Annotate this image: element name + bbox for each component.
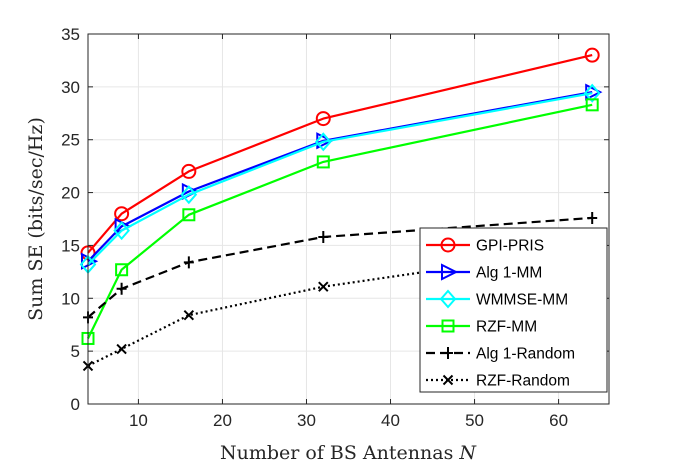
x-tick-label-60: 60 <box>549 411 568 430</box>
series-line-rzf-mm <box>87 103 593 339</box>
data-point-gpi-pris-8 <box>114 206 130 222</box>
data-point-wmmse-mm-32 <box>314 132 332 152</box>
data-point-gpi-pris-64 <box>584 47 600 63</box>
data-point-rzf-random-16 <box>183 309 195 321</box>
data-point-rzf-mm-16 <box>182 208 196 222</box>
legend-label-rzf-mm: RZF-MM <box>476 319 537 336</box>
x-ticks: 10 20 30 40 50 60 <box>129 34 568 430</box>
data-point-rzf-random-32 <box>318 281 329 292</box>
y-axis-label: Sum SE (bits/sec/Hz) <box>25 117 47 321</box>
x-tick-label-20: 20 <box>213 411 232 430</box>
legend-marker-rzf-mm <box>441 319 455 333</box>
plot-frame <box>87 33 610 405</box>
data-point-wmmse-mm-64 <box>583 83 601 103</box>
legend-marker-rzf-random <box>442 374 454 386</box>
legend-box <box>419 227 608 393</box>
legend-label-wmmse-mm: WMMSE-MM <box>476 292 568 309</box>
data-point-rzf-random-8 <box>116 343 127 355</box>
y-tick-label-25: 25 <box>61 131 80 150</box>
x-tick-label-30: 30 <box>297 411 316 430</box>
data-point-gpi-pris-16 <box>181 163 197 179</box>
series-line-rzf-random <box>87 246 593 367</box>
x-tick-label-50: 50 <box>465 411 484 430</box>
data-point-alg-1-random-64 <box>587 211 598 224</box>
x-axis-label: Number of BS Antennas N <box>220 442 477 464</box>
y-tick-label-35: 35 <box>61 25 80 44</box>
legend-label-alg-1-random: Alg 1-Random <box>476 346 575 363</box>
legend-label-alg-1-mm: Alg 1-MM <box>476 265 542 282</box>
series-gpi-pris <box>80 47 600 261</box>
legend-label-gpi-pris: GPI-PRIS <box>476 238 544 255</box>
data-point-wmmse-mm-8 <box>113 221 130 241</box>
data-point-rzf-mm-32 <box>316 155 330 169</box>
data-point-alg-1-random-8 <box>116 282 127 295</box>
legend-marker-alg-1-mm <box>441 263 459 281</box>
data-point-wmmse-mm-16 <box>180 185 198 205</box>
x-axis-label-variable: N <box>458 442 477 464</box>
legend-marker-alg-1-random <box>443 347 453 359</box>
y-tick-label-0: 0 <box>71 395 80 414</box>
y-tick-label-10: 10 <box>61 289 80 308</box>
x-axis-label-text: Number of BS Antennas <box>220 442 453 464</box>
legend-marker-wmmse-mm <box>439 289 457 309</box>
data-point-rzf-mm-8 <box>115 263 129 277</box>
y-tick-label-5: 5 <box>71 342 80 361</box>
series-line-wmmse-mm <box>87 92 593 266</box>
y-tick-label-20: 20 <box>61 184 80 203</box>
legend-marker-gpi-pris <box>440 237 456 253</box>
series-line-gpi-pris <box>87 54 593 254</box>
y-tick-label-15: 15 <box>61 236 80 255</box>
x-tick-label-10: 10 <box>129 411 148 430</box>
y-ticks: 0 5 10 15 20 25 30 35 <box>61 25 609 414</box>
data-point-alg-1-random-32 <box>318 230 329 243</box>
legend-label-rzf-random: RZF-Random <box>476 373 570 390</box>
x-tick-label-40: 40 <box>381 411 400 430</box>
data-point-rzf-mm-64 <box>585 98 599 112</box>
data-point-alg-1-random-16 <box>183 256 194 269</box>
data-point-gpi-pris-32 <box>315 111 331 127</box>
legend: GPI-PRIS Alg 1-MM WMMSE-MM RZF-MM Alg 1-Rand… <box>419 227 608 393</box>
y-tick-label-30: 30 <box>61 78 80 97</box>
